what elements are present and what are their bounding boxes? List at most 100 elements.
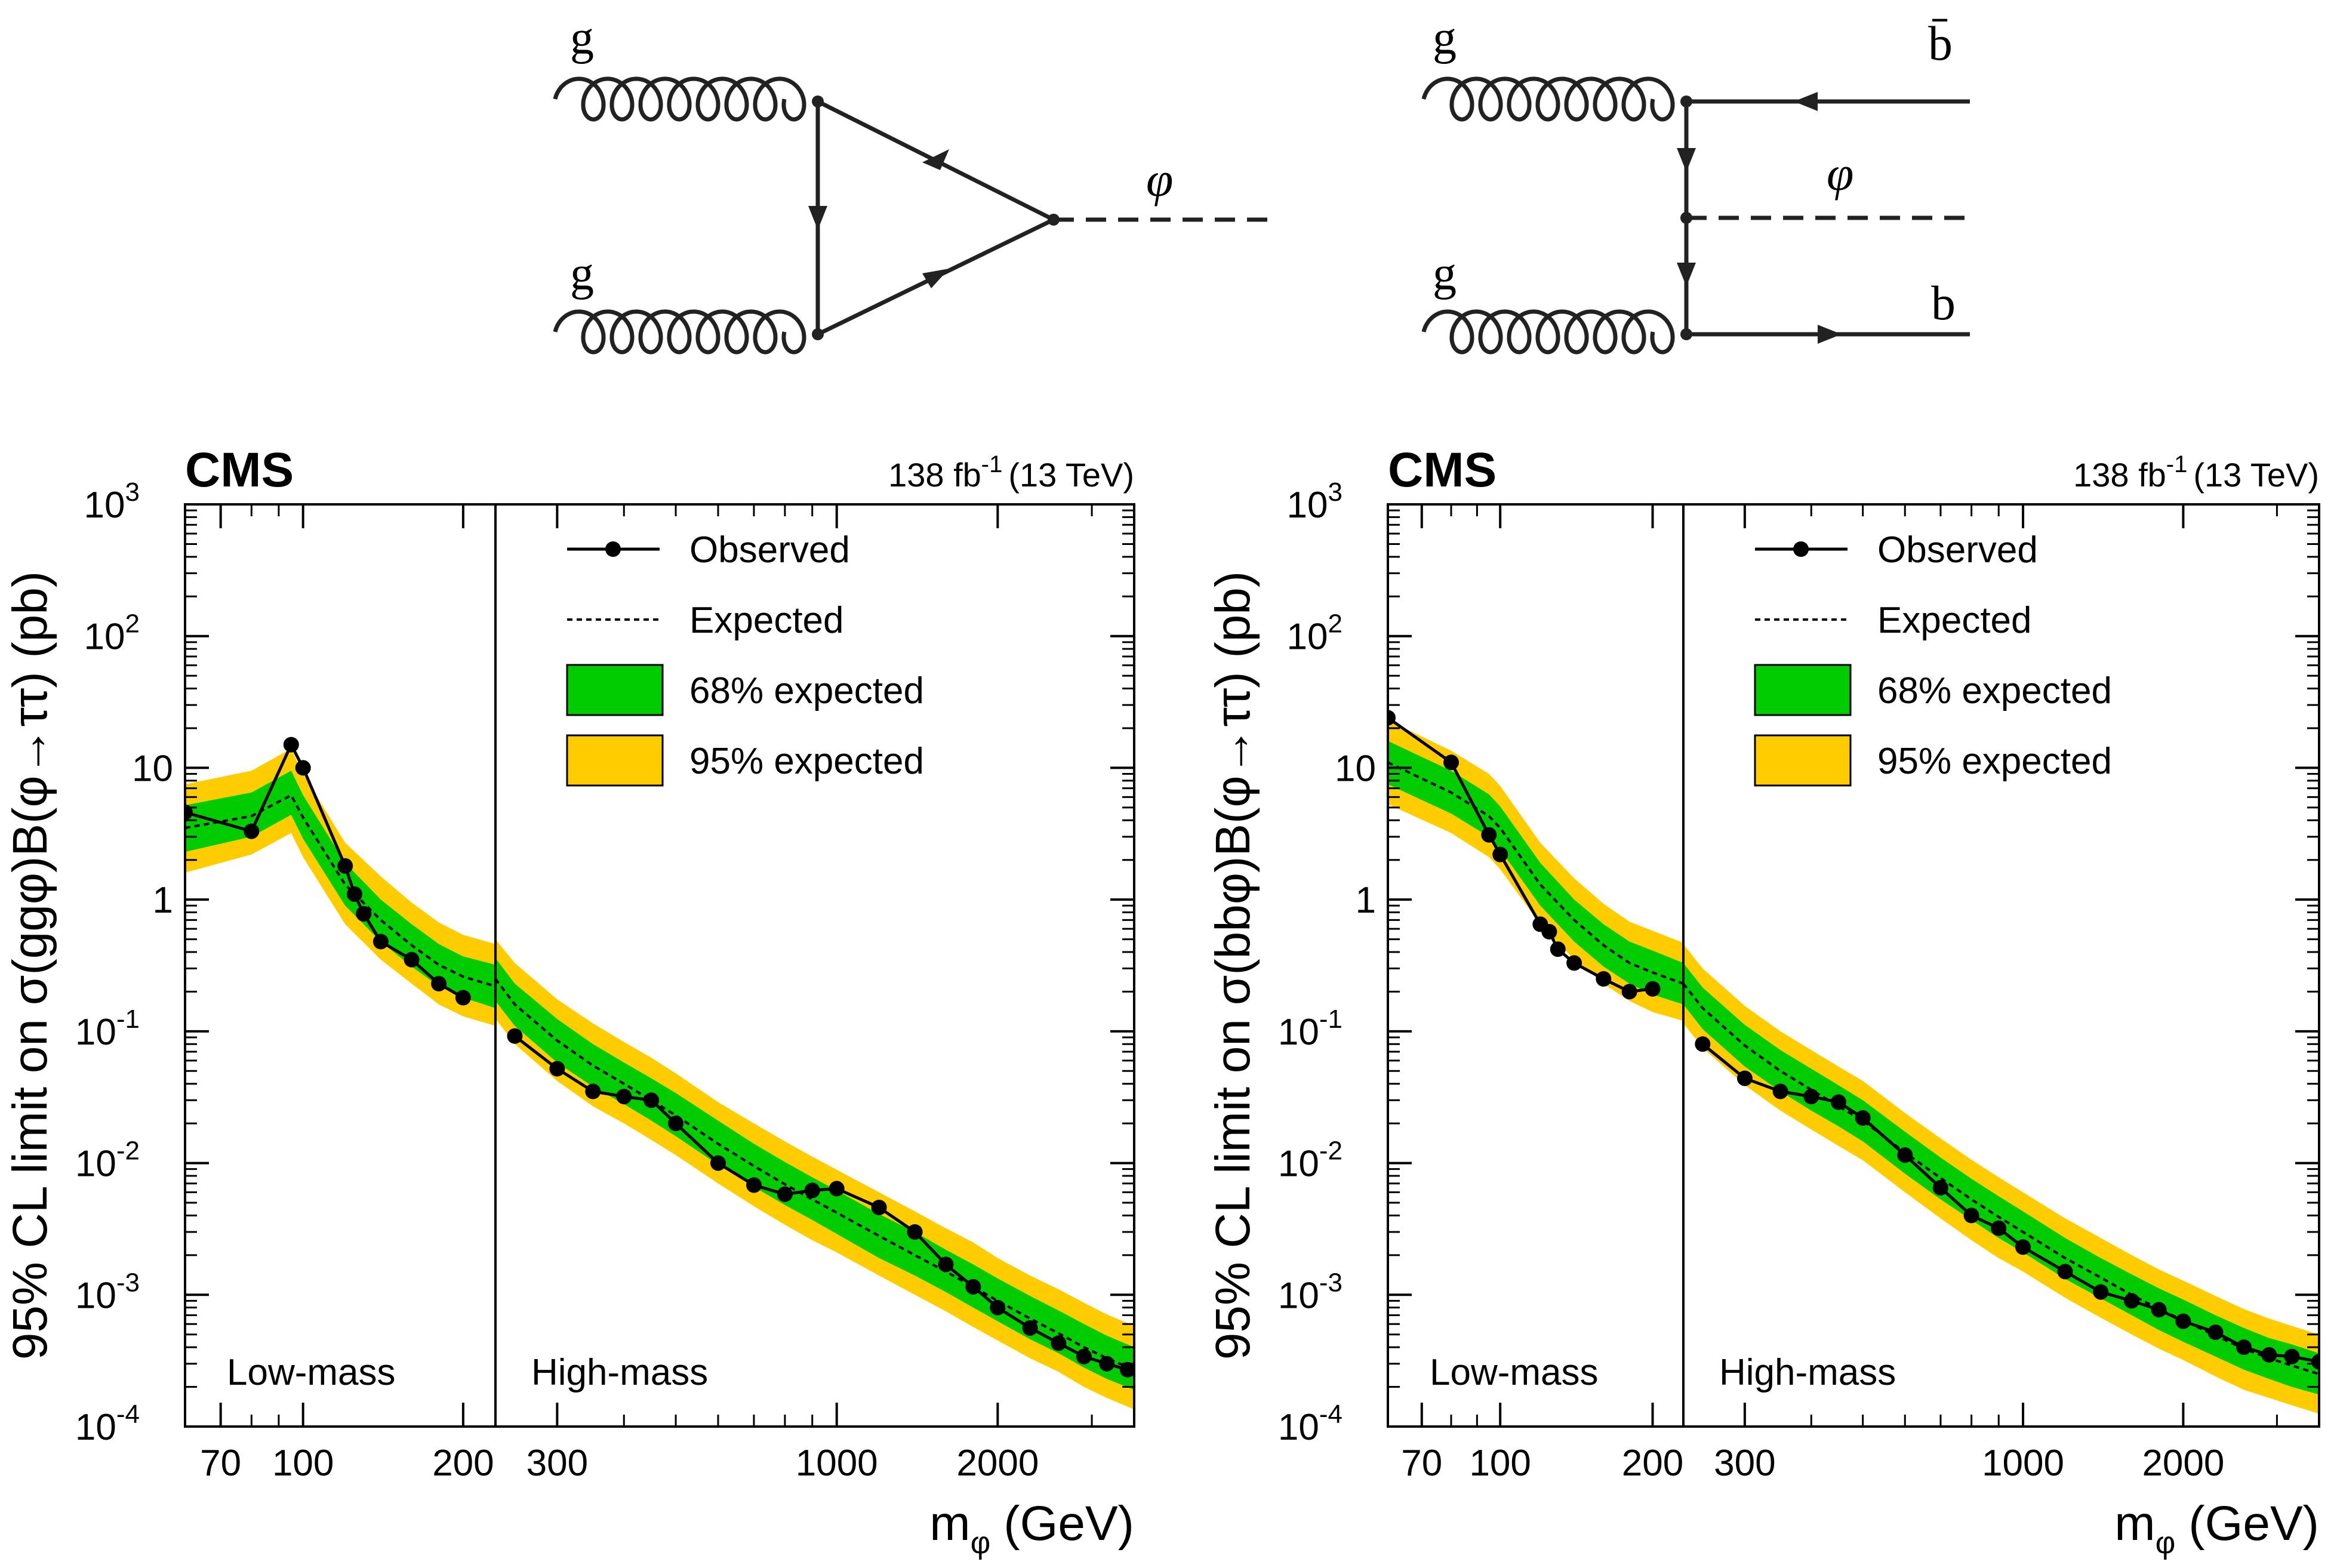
- y-tick-exponent: 2: [125, 609, 140, 639]
- plot-area: [185, 737, 1134, 1410]
- observed-point: [643, 1092, 660, 1108]
- legend-label: 95% expected: [689, 741, 924, 782]
- legend-label: Expected: [689, 600, 844, 641]
- x-tick-label: 100: [272, 1443, 334, 1484]
- observed-point: [871, 1200, 887, 1215]
- y-tick-base: 10: [1278, 1144, 1319, 1185]
- x-tick-label: 200: [1622, 1443, 1683, 1484]
- y-tick-exponent: -2: [116, 1136, 140, 1166]
- plot-frame: [184, 503, 1135, 1428]
- x-axis-subscript: φ: [971, 1526, 991, 1560]
- expected-line-low-mass: [1388, 761, 1684, 985]
- observed-point: [1541, 924, 1557, 939]
- x-tick-label: 70: [1401, 1443, 1442, 1484]
- y-tick-base: 10: [75, 1407, 116, 1448]
- legend-68-swatch: [566, 664, 664, 716]
- legend-label: Expected: [1877, 600, 2032, 641]
- observed-point: [1830, 1094, 1846, 1110]
- y-tick-exponent: -4: [116, 1400, 140, 1429]
- vertex-dot: [1680, 212, 1692, 224]
- x-axis-title: mφ (GeV): [2114, 1496, 2319, 1560]
- expected-line-high-mass: [494, 978, 1134, 1371]
- energy-label: (13 TeV): [2193, 456, 2319, 494]
- band-68-high-mass: [1683, 963, 2319, 1395]
- y-tick-label: 103: [1287, 478, 1343, 526]
- gluon-top-line: [1421, 76, 1675, 122]
- x-tick-label: 70: [200, 1443, 241, 1484]
- observed-point: [777, 1186, 793, 1202]
- observed-point: [1963, 1207, 1979, 1224]
- plot-area: [1388, 710, 2319, 1414]
- lumi-value: 138 fb: [888, 456, 981, 494]
- observed-point: [244, 823, 260, 839]
- lumi-exponent: -1: [2166, 451, 2188, 478]
- y-tick-exponent: 3: [1328, 478, 1343, 507]
- legend-label: 95% expected: [1877, 741, 2112, 782]
- y-tick-label: 10-1: [1278, 1005, 1343, 1053]
- legend: Observed Expected 68% expected 95% expected: [1754, 529, 2112, 787]
- observed-point: [1388, 710, 1396, 726]
- gluon-bottom-line: [553, 309, 806, 355]
- observed-point: [283, 737, 299, 753]
- x-tick-label: 100: [1469, 1443, 1531, 1484]
- x-axis-unit: (GeV): [2188, 1496, 2319, 1551]
- observed-point: [1897, 1147, 1913, 1163]
- luminosity-label: 138 fb-1 (13 TeV): [2073, 451, 2319, 494]
- observed-point: [2261, 1347, 2277, 1363]
- y-tick-label: 102: [1287, 609, 1343, 658]
- y-tick-label: 1: [1356, 880, 1376, 921]
- observed-point: [2093, 1284, 2109, 1300]
- gluon-top-label: g: [570, 12, 594, 64]
- observed-point: [295, 760, 311, 776]
- observed-point: [710, 1155, 726, 1171]
- y-tick-label: 10: [1335, 748, 1376, 789]
- y-tick-label: 10-4: [75, 1400, 140, 1448]
- luminosity-label: 138 fb-1 (13 TeV): [888, 451, 1134, 494]
- arrow-right-icon: [1818, 325, 1842, 344]
- observed-point: [585, 1083, 601, 1099]
- y-tick-base: 10: [75, 1144, 116, 1185]
- observed-point: [746, 1177, 762, 1193]
- arrow-upleft-icon: [922, 149, 949, 170]
- observed-point: [2284, 1348, 2300, 1364]
- y-axis-title: 95% CL limit on σ(ggφ)B(φ→ττ) (pb): [3, 571, 57, 1360]
- quark-label: b: [1931, 276, 1956, 330]
- x-tick-label: 300: [526, 1443, 588, 1484]
- y-tick-label: 10-3: [75, 1268, 140, 1316]
- feynman-diagram-b-associated: g g φ b̄ b: [1421, 12, 1970, 355]
- legend-observed-marker: [1793, 541, 1809, 557]
- observed-point: [2207, 1324, 2224, 1340]
- observed-point: [337, 858, 353, 874]
- feynman-diagram-gluon-fusion: g g φ: [553, 12, 1268, 355]
- observed-point: [1932, 1179, 1948, 1196]
- legend-label: 68% expected: [1877, 670, 2112, 711]
- y-tick-label: 10-3: [1278, 1268, 1343, 1316]
- gluon-top-label: g: [1433, 12, 1457, 64]
- y-tick-base: 1: [153, 880, 173, 921]
- arrow-down-icon: [1677, 148, 1696, 172]
- y-tick-exponent: -3: [116, 1268, 140, 1297]
- y-tick-base: 1: [1356, 880, 1376, 921]
- expected-line-low-mass: [185, 793, 496, 988]
- x-tick-label: 2000: [2142, 1443, 2224, 1484]
- x-axis-title: mφ (GeV): [929, 1496, 1134, 1560]
- y-tick-base: 10: [75, 1012, 116, 1053]
- observed-point: [1492, 846, 1508, 862]
- arrow-upright-icon: [922, 269, 949, 288]
- gluon-bottom-label: g: [570, 248, 594, 300]
- vertex-dot: [812, 96, 824, 107]
- y-tick-exponent: -2: [1319, 1136, 1343, 1166]
- region-label: Low-mass: [1430, 1352, 1599, 1393]
- y-tick-exponent: 3: [125, 478, 140, 507]
- observed-point: [1443, 754, 1459, 771]
- observed-point: [356, 906, 372, 922]
- observed-point: [1596, 971, 1612, 987]
- x-axis-symbol: m: [2114, 1496, 2155, 1551]
- band-68-low-mass: [185, 771, 495, 1008]
- y-tick-base: 10: [1278, 1407, 1319, 1448]
- y-tick-label: 103: [84, 478, 140, 526]
- vertex-dot: [1680, 328, 1692, 340]
- y-tick-base: 10: [1287, 485, 1328, 526]
